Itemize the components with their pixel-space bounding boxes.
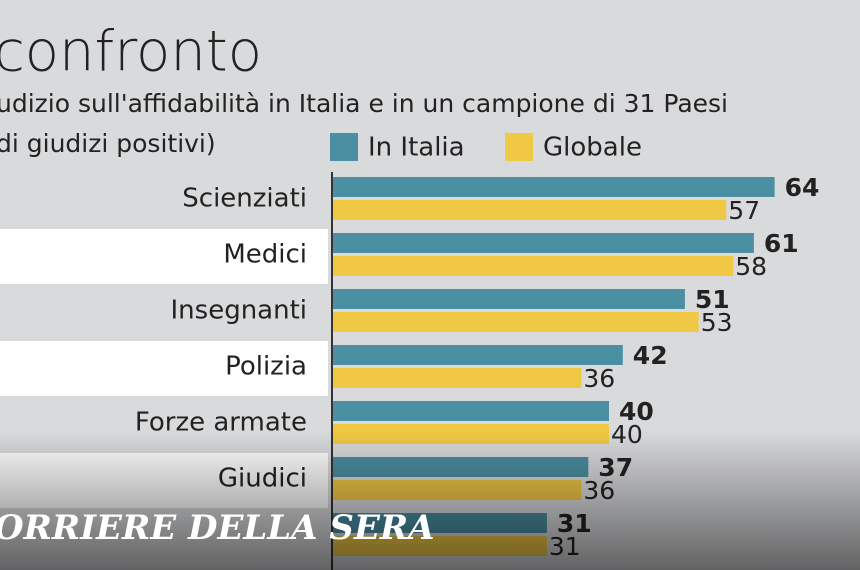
- bar: [333, 368, 582, 388]
- subtitle: udizio sull'affidabilità in Italia e in …: [0, 89, 728, 118]
- bar: [333, 177, 775, 197]
- bar: [333, 233, 754, 253]
- legend-swatch: [505, 133, 533, 161]
- chart-title: confronto: [0, 19, 262, 84]
- legend-swatch: [330, 133, 358, 161]
- category-label: Scienziati: [182, 184, 307, 214]
- bar: [333, 200, 727, 220]
- bar: [333, 256, 734, 276]
- row-band: [0, 341, 328, 396]
- value-label: 53: [701, 308, 733, 337]
- value-label: 61: [764, 229, 799, 258]
- category-label: Polizia: [225, 352, 307, 382]
- category-label: Medici: [223, 240, 307, 270]
- subtitle: di giudizi positivi): [0, 129, 216, 158]
- value-label: 58: [735, 252, 767, 281]
- bar: [333, 289, 685, 309]
- value-label: 36: [583, 364, 615, 393]
- category-label: Insegnanti: [171, 296, 308, 326]
- legend-label: In Italia: [368, 133, 465, 163]
- bar: [333, 401, 609, 421]
- bar: [333, 345, 623, 365]
- bar: [333, 312, 699, 332]
- shade: [0, 430, 860, 570]
- value-label: 64: [785, 173, 820, 202]
- value-label: 51: [695, 285, 730, 314]
- legend-label: Globale: [543, 133, 642, 163]
- row-band: [0, 229, 328, 284]
- value-label: 57: [728, 196, 760, 225]
- watermark: ORRIERE DELLA SERA: [0, 508, 435, 548]
- value-label: 40: [619, 397, 654, 426]
- value-label: 42: [633, 341, 668, 370]
